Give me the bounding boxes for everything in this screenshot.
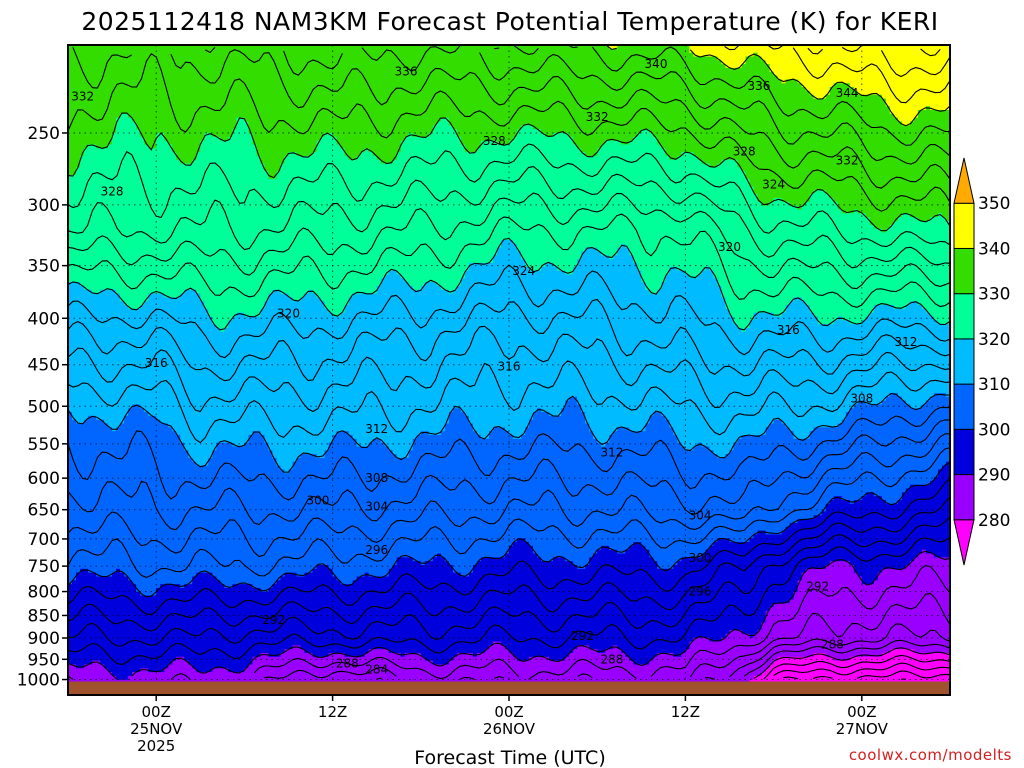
x-tick-label: 2025 xyxy=(137,737,175,755)
x-tick-label: 25NOV xyxy=(130,720,183,738)
contour-label: 316 xyxy=(145,356,168,370)
x-tick-label: 12Z xyxy=(318,703,347,721)
y-tick-label: 450 xyxy=(28,356,60,376)
grid-lines xyxy=(68,45,950,695)
contour-label: 320 xyxy=(277,306,300,320)
contour-label: 300 xyxy=(689,551,712,565)
y-tick-label: 350 xyxy=(28,257,60,277)
chart-title: 2025112418 NAM3KM Forecast Potential Tem… xyxy=(81,7,938,36)
contour-label: 312 xyxy=(894,335,917,349)
colorbar-segment xyxy=(953,293,975,340)
y-tick-label: 500 xyxy=(28,397,60,417)
colorbar-segment xyxy=(953,338,975,385)
contour-label: 324 xyxy=(762,178,785,192)
y-tick-label: 400 xyxy=(28,309,60,329)
ground-surface xyxy=(68,681,950,695)
contour-label: 288 xyxy=(600,652,623,666)
contour-label: 288 xyxy=(821,638,844,652)
colorbar-tick-label: 320 xyxy=(978,330,1010,350)
contour-label: 332 xyxy=(71,90,94,104)
contour-label: 328 xyxy=(483,134,506,148)
colorbar-segment xyxy=(953,519,975,566)
y-tick-label: 300 xyxy=(28,196,60,216)
y-tick-label: 850 xyxy=(28,606,60,626)
x-tick-label: 12Z xyxy=(671,703,700,721)
contour-label: 316 xyxy=(498,359,521,373)
x-tick-label: 00Z xyxy=(847,703,876,721)
contour-label: 336 xyxy=(395,65,418,79)
credit-text: coolwx.com/modelts xyxy=(849,746,1012,764)
contour-label: 320 xyxy=(718,240,741,254)
colorbar: 280 290 300 310 320 330 340 350 xyxy=(953,157,1010,566)
x-tick-label: 27NOV xyxy=(836,720,889,738)
colorbar-segment xyxy=(953,474,975,521)
contour-label: 324 xyxy=(512,264,535,278)
y-tick-label: 1000 xyxy=(17,671,60,691)
colorbar-tick-label: 350 xyxy=(978,194,1010,214)
colorbar-tick-label: 310 xyxy=(978,375,1010,395)
y-axis: 250 300 350 400 450 500 550 600 650 700 750 800 850 9… xyxy=(17,124,68,691)
y-tick-label: 650 xyxy=(28,501,60,521)
contour-label: 332 xyxy=(586,110,609,124)
colorbar-tick-label: 340 xyxy=(978,239,1010,259)
contour-label: 292 xyxy=(806,580,829,594)
y-tick-label: 750 xyxy=(28,557,60,577)
contour-label: 296 xyxy=(689,585,712,599)
contour-label: 332 xyxy=(836,153,859,167)
colorbar-segment xyxy=(953,202,975,249)
x-tick-label: 26NOV xyxy=(483,720,536,738)
colorbar-tick-label: 280 xyxy=(978,511,1010,531)
colorbar-tick-label: 330 xyxy=(978,285,1010,305)
x-tick-label: 00Z xyxy=(494,703,523,721)
colorbar-tick-label: 300 xyxy=(978,420,1010,440)
contour-label: 312 xyxy=(365,422,388,436)
contour-label: 284 xyxy=(365,663,388,677)
contour-label: 328 xyxy=(733,144,756,158)
contour-label: 344 xyxy=(836,86,859,100)
y-tick-label: 700 xyxy=(28,530,60,550)
colorbar-segment xyxy=(953,428,975,476)
contour-label: 312 xyxy=(600,445,623,459)
contour-label: 292 xyxy=(571,629,594,643)
contour-label: 304 xyxy=(689,509,712,523)
colorbar-segment xyxy=(953,383,975,430)
y-tick-label: 550 xyxy=(28,435,60,455)
contour-label: 296 xyxy=(365,543,388,557)
contour-label: 304 xyxy=(365,500,388,514)
contour-label: 308 xyxy=(850,391,873,405)
colorbar-segment xyxy=(953,157,975,204)
contour-labels: 332 336 340 336 344 332 328 328 332 328 324 320 324 3… xyxy=(71,57,917,676)
contour-label: 340 xyxy=(645,57,668,71)
contour-label: 288 xyxy=(336,656,359,670)
contour-label: 300 xyxy=(306,493,329,507)
y-tick-label: 800 xyxy=(28,583,60,603)
colorbar-segment xyxy=(953,247,975,295)
contour-label: 316 xyxy=(777,323,800,337)
x-tick-label: 00Z xyxy=(142,703,171,721)
colorbar-tick-label: 290 xyxy=(978,466,1010,486)
y-tick-label: 600 xyxy=(28,469,60,489)
y-tick-label: 250 xyxy=(28,124,60,144)
y-tick-label: 900 xyxy=(28,629,60,649)
contour-label: 336 xyxy=(747,79,770,93)
y-tick-label: 950 xyxy=(28,650,60,670)
x-axis-title: Forecast Time (UTC) xyxy=(414,747,605,768)
contour-label: 292 xyxy=(262,613,285,627)
contour-label: 328 xyxy=(101,184,124,198)
contour-label: 308 xyxy=(365,471,388,485)
